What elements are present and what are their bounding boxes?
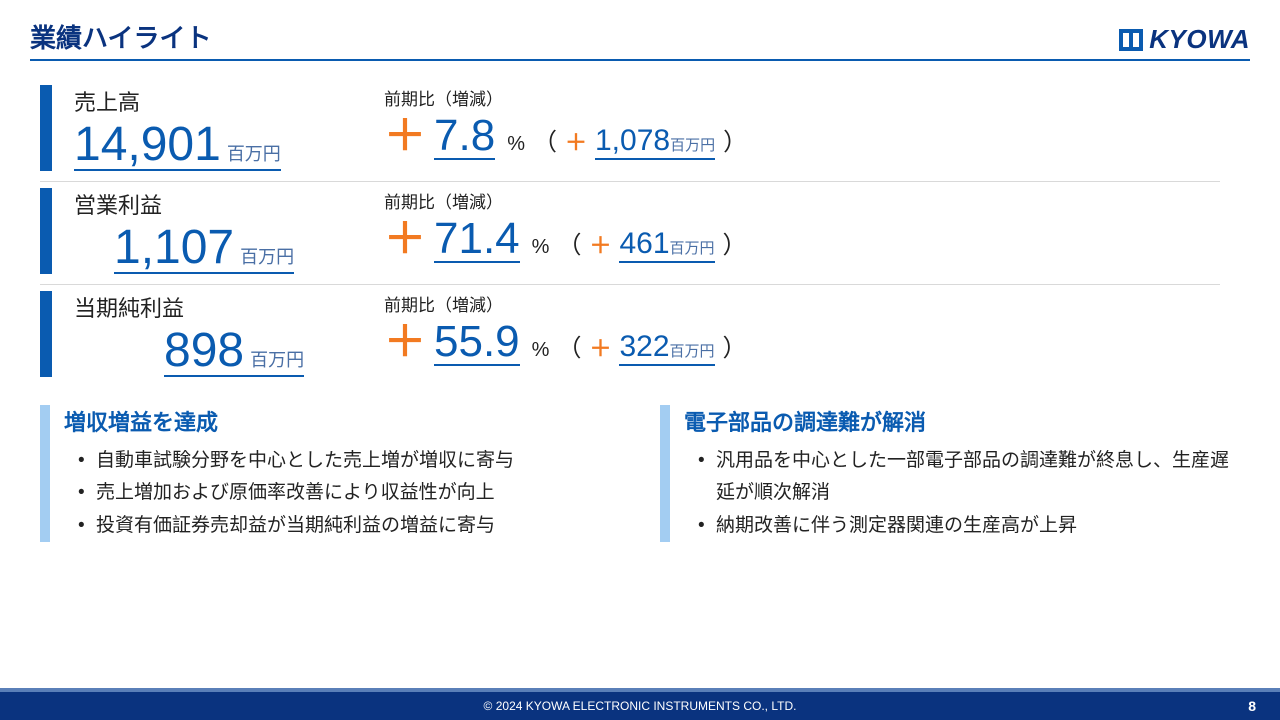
yoy-amt: 322 — [619, 330, 669, 364]
metric-right: 前期比（増減） ＋ 71.4 % （ ＋ 461 百万円 ） — [384, 188, 1220, 274]
yoy-amt-wrap: 322 百万円 — [619, 330, 714, 366]
plus-icon: ＋ — [384, 115, 426, 157]
metric-label: 当期純利益 — [74, 291, 384, 323]
metric-accent-bar — [40, 291, 52, 377]
summary-item: 自動車試験分野を中心とした売上増が増収に寄与 — [78, 445, 620, 477]
metric-right: 前期比（増減） ＋ 7.8 % （ ＋ 1,078 百万円 ） — [384, 85, 1220, 171]
summary-title: 増収増益を達成 — [64, 405, 620, 437]
metric-left: 営業利益 1,107 百万円 — [74, 188, 384, 274]
yoy-pct-wrap: 71.4 — [434, 217, 520, 263]
metric-unit: 百万円 — [250, 346, 304, 372]
yoy-pct: 71.4 — [434, 217, 520, 261]
plus-small-icon: ＋ — [565, 125, 587, 157]
logo-mark-icon — [1119, 29, 1143, 51]
plus-small-icon: ＋ — [589, 228, 611, 260]
yoy-label: 前期比（増減） — [384, 291, 1220, 316]
paren-open: （ — [557, 225, 581, 260]
slide-footer: © 2024 KYOWA ELECTRONIC INSTRUMENTS CO.,… — [0, 692, 1280, 720]
metric-row: 当期純利益 898 百万円 前期比（増減） ＋ 55.9 % （ ＋ 322 百… — [40, 291, 1220, 387]
metric-accent-bar — [40, 85, 52, 171]
paren-open: （ — [557, 328, 581, 363]
paren-close: ） — [723, 225, 747, 260]
yoy-amt-unit: 百万円 — [670, 340, 715, 361]
slide-title: 業績ハイライト — [30, 18, 211, 55]
yoy-amt-unit: 百万円 — [670, 134, 715, 155]
yoy-amt: 1,078 — [595, 124, 670, 158]
yoy-amt: 461 — [619, 227, 669, 261]
summary-section: 増収増益を達成 自動車試験分野を中心とした売上増が増収に寄与 売上増加および原価… — [0, 393, 1280, 542]
plus-icon: ＋ — [384, 218, 426, 260]
metric-right: 前期比（増減） ＋ 55.9 % （ ＋ 322 百万円 ） — [384, 291, 1220, 377]
metric-row: 売上高 14,901 百万円 前期比（増減） ＋ 7.8 % （ ＋ 1,078… — [40, 85, 1220, 182]
yoy-pct-unit: % — [532, 236, 550, 259]
summary-item: 汎用品を中心とした一部電子部品の調達難が終息し、生産遅延が順次解消 — [698, 445, 1240, 510]
metric-value: 898 — [164, 327, 244, 375]
metric-value: 14,901 — [74, 121, 221, 169]
metric-label: 売上高 — [74, 85, 384, 117]
yoy-line: ＋ 71.4 % （ ＋ 461 百万円 ） — [384, 217, 1220, 263]
yoy-amt-wrap: 461 百万円 — [619, 227, 714, 263]
metric-value-wrap: 1,107 百万円 — [114, 224, 294, 274]
metrics-section: 売上高 14,901 百万円 前期比（増減） ＋ 7.8 % （ ＋ 1,078… — [0, 61, 1280, 387]
metric-unit: 百万円 — [227, 140, 281, 166]
metric-value: 1,107 — [114, 224, 234, 272]
yoy-pct: 7.8 — [434, 114, 495, 158]
plus-small-icon: ＋ — [589, 331, 611, 363]
metric-row: 営業利益 1,107 百万円 前期比（増減） ＋ 71.4 % （ ＋ 461 … — [40, 188, 1220, 285]
yoy-label: 前期比（増減） — [384, 188, 1220, 213]
page-number: 8 — [1248, 698, 1256, 714]
metric-left: 当期純利益 898 百万円 — [74, 291, 384, 377]
brand-logo: KYOWA — [1119, 24, 1250, 55]
paren-open: （ — [533, 122, 557, 157]
summary-item: 売上増加および原価率改善により収益性が向上 — [78, 477, 620, 509]
metric-unit: 百万円 — [240, 243, 294, 269]
paren-close: ） — [723, 328, 747, 363]
metric-label: 営業利益 — [74, 188, 384, 220]
metric-left: 売上高 14,901 百万円 — [74, 85, 384, 171]
summary-box-right: 電子部品の調達難が解消 汎用品を中心とした一部電子部品の調達難が終息し、生産遅延… — [660, 405, 1240, 542]
yoy-pct-wrap: 55.9 — [434, 320, 520, 366]
paren-close: ） — [723, 122, 747, 157]
slide-header: 業績ハイライト KYOWA — [0, 0, 1280, 55]
summary-list: 汎用品を中心とした一部電子部品の調達難が終息し、生産遅延が順次解消 納期改善に伴… — [684, 445, 1240, 542]
yoy-line: ＋ 7.8 % （ ＋ 1,078 百万円 ） — [384, 114, 1220, 160]
summary-list: 自動車試験分野を中心とした売上増が増収に寄与 売上増加および原価率改善により収益… — [64, 445, 620, 542]
summary-item: 投資有価証券売却益が当期純利益の増益に寄与 — [78, 510, 620, 542]
yoy-pct-unit: % — [532, 339, 550, 362]
summary-title: 電子部品の調達難が解消 — [684, 405, 1240, 437]
summary-box-left: 増収増益を達成 自動車試験分野を中心とした売上増が増収に寄与 売上増加および原価… — [40, 405, 620, 542]
logo-text: KYOWA — [1149, 24, 1250, 55]
plus-icon: ＋ — [384, 321, 426, 363]
yoy-line: ＋ 55.9 % （ ＋ 322 百万円 ） — [384, 320, 1220, 366]
yoy-pct-unit: % — [507, 133, 525, 156]
yoy-pct: 55.9 — [434, 320, 520, 364]
metric-accent-bar — [40, 188, 52, 274]
yoy-amt-unit: 百万円 — [670, 237, 715, 258]
summary-item: 納期改善に伴う測定器関連の生産高が上昇 — [698, 510, 1240, 542]
yoy-amt-wrap: 1,078 百万円 — [595, 124, 715, 160]
yoy-label: 前期比（増減） — [384, 85, 1220, 110]
metric-value-wrap: 14,901 百万円 — [74, 121, 281, 171]
copyright-text: © 2024 KYOWA ELECTRONIC INSTRUMENTS CO.,… — [484, 699, 797, 713]
yoy-pct-wrap: 7.8 — [434, 114, 495, 160]
metric-value-wrap: 898 百万円 — [164, 327, 304, 377]
